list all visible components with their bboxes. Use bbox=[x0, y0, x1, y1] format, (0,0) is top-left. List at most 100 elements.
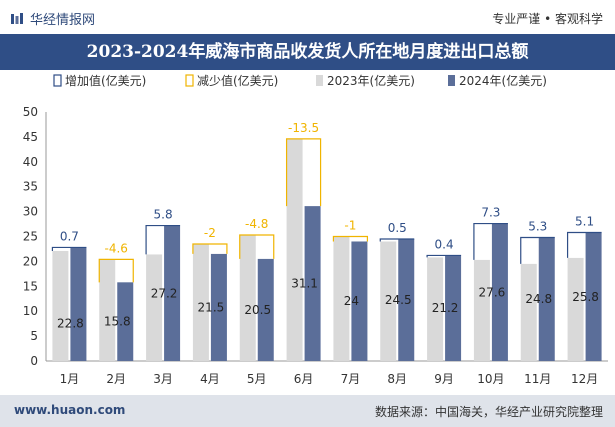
top-bar: 华经情报网 专业严谨 • 客观科学 bbox=[0, 0, 615, 34]
bar-2023 bbox=[380, 241, 397, 361]
x-tick-label: 6月 bbox=[294, 372, 314, 386]
y-tick-label: 50 bbox=[23, 105, 38, 119]
value-label-2024: 24 bbox=[344, 294, 359, 308]
bar-2024 bbox=[117, 282, 134, 361]
value-label-2024: 27.6 bbox=[479, 285, 506, 299]
value-label-2024: 22.8 bbox=[57, 316, 84, 330]
x-tick-label: 2月 bbox=[106, 372, 126, 386]
x-tick-label: 12月 bbox=[571, 372, 598, 386]
increase-bracket bbox=[379, 238, 415, 242]
change-label: 0.4 bbox=[435, 237, 454, 251]
bar-2023 bbox=[520, 263, 537, 361]
y-tick-label: 35 bbox=[23, 180, 38, 194]
change-label: -4.6 bbox=[105, 241, 128, 255]
brand-logo-icon bbox=[11, 13, 23, 24]
bar-2023 bbox=[146, 254, 163, 361]
y-tick-label: 30 bbox=[23, 205, 38, 219]
bar-2024 bbox=[257, 258, 274, 361]
data-source: 数据来源：中国海关，华经产业研究院整理 bbox=[374, 405, 603, 419]
increase-bracket bbox=[473, 222, 508, 260]
change-label: -13.5 bbox=[288, 121, 319, 135]
x-tick-label: 7月 bbox=[341, 372, 361, 386]
website-link[interactable]: www.huaon.com bbox=[14, 403, 126, 417]
decrease-bracket bbox=[239, 234, 275, 259]
bar-2023 bbox=[427, 257, 444, 361]
x-tick-label: 1月 bbox=[60, 372, 80, 386]
chart-title: 2023-2024年威海市商品收发货人所在地月度进出口总额 bbox=[86, 42, 529, 62]
decrease-bracket bbox=[192, 243, 228, 254]
bar-2024 bbox=[585, 232, 602, 361]
y-tick-label: 25 bbox=[23, 230, 38, 244]
value-label-2024: 21.5 bbox=[198, 300, 225, 314]
x-tick-label: 11月 bbox=[524, 372, 551, 386]
change-label: 7.3 bbox=[481, 206, 500, 220]
value-label-2024: 15.8 bbox=[104, 315, 131, 329]
decrease-bracket bbox=[98, 258, 134, 283]
change-label: 5.3 bbox=[528, 219, 547, 233]
bar-2024 bbox=[164, 225, 181, 361]
legend-decrease-swatch bbox=[185, 74, 194, 87]
bar-2024 bbox=[491, 223, 508, 361]
increase-bracket bbox=[51, 246, 87, 251]
bar-2023 bbox=[52, 250, 69, 361]
legend-increase-swatch bbox=[53, 74, 62, 87]
change-label: -2 bbox=[204, 226, 216, 240]
legend-2023-label: 2023年(亿美元) bbox=[327, 73, 415, 88]
bar-2024 bbox=[210, 253, 227, 361]
x-tick-label: 4月 bbox=[200, 372, 220, 386]
legend-2023-swatch bbox=[316, 75, 323, 86]
y-tick-label: 5 bbox=[30, 329, 38, 343]
x-tick-label: 3月 bbox=[153, 372, 173, 386]
value-label-2024: 25.8 bbox=[572, 290, 599, 304]
bar-2023 bbox=[286, 138, 303, 361]
value-label-2024: 21.2 bbox=[432, 301, 459, 315]
change-label: -1 bbox=[344, 219, 356, 233]
bar-2023 bbox=[333, 236, 350, 361]
change-label: 5.8 bbox=[154, 208, 173, 222]
bar-2024 bbox=[70, 247, 87, 361]
value-label-2024: 31.1 bbox=[291, 277, 318, 291]
change-label: 5.1 bbox=[575, 215, 594, 229]
value-label-2024: 24.5 bbox=[385, 293, 412, 307]
decrease-bracket bbox=[285, 138, 322, 207]
y-tick-label: 45 bbox=[23, 130, 38, 144]
brand-name: 华经情报网 bbox=[30, 13, 96, 28]
x-tick-label: 10月 bbox=[477, 372, 504, 386]
legend-increase-label: 增加值(亿美元) bbox=[65, 73, 146, 88]
decrease-bracket bbox=[332, 235, 369, 242]
value-label-2024: 20.5 bbox=[244, 303, 271, 317]
footer: www.huaon.com 数据来源：中国海关，华经产业研究院整理 bbox=[0, 395, 615, 427]
bar-2023 bbox=[99, 259, 116, 361]
tagline: 专业严谨 • 客观科学 bbox=[492, 12, 603, 26]
legend-decrease-label: 减少值(亿美元) bbox=[197, 73, 278, 88]
bar-2024 bbox=[445, 255, 462, 361]
increase-bracket bbox=[566, 231, 602, 258]
x-tick-label: 9月 bbox=[434, 372, 454, 386]
legend-2024-label: 2024年(亿美元) bbox=[459, 73, 547, 88]
change-label: 0.7 bbox=[60, 229, 79, 243]
x-tick-label: 5月 bbox=[247, 372, 267, 386]
chart: 0 5 10 15 20 25 30 35 40 45 50 0.7 22.8 1月 -4.6 15.8 2月 5… bbox=[23, 73, 608, 386]
bar-2023 bbox=[567, 257, 584, 361]
bar-2023 bbox=[473, 259, 490, 361]
y-tick-label: 0 bbox=[30, 354, 38, 368]
bar-2024 bbox=[351, 241, 368, 361]
y-tick-label: 20 bbox=[23, 254, 38, 268]
y-tick-label: 10 bbox=[23, 304, 38, 318]
increase-bracket bbox=[426, 254, 462, 258]
change-label: -4.8 bbox=[245, 217, 268, 231]
bar-2024 bbox=[398, 238, 415, 361]
bar-2024 bbox=[304, 206, 321, 361]
title-bar: 2023-2024年威海市商品收发货人所在地月度进出口总额 bbox=[0, 34, 615, 70]
x-tick-label: 8月 bbox=[387, 372, 407, 386]
value-label-2024: 24.8 bbox=[525, 292, 552, 306]
value-label-2024: 27.2 bbox=[151, 286, 178, 300]
bar-2023 bbox=[192, 243, 209, 361]
y-tick-label: 15 bbox=[23, 279, 38, 293]
legend-2024-swatch bbox=[448, 75, 455, 86]
bar-2024 bbox=[538, 237, 555, 361]
y-tick-label: 40 bbox=[23, 155, 38, 169]
increase-bracket bbox=[145, 224, 181, 255]
bar-2023 bbox=[239, 235, 256, 361]
change-label: 0.5 bbox=[388, 221, 407, 235]
